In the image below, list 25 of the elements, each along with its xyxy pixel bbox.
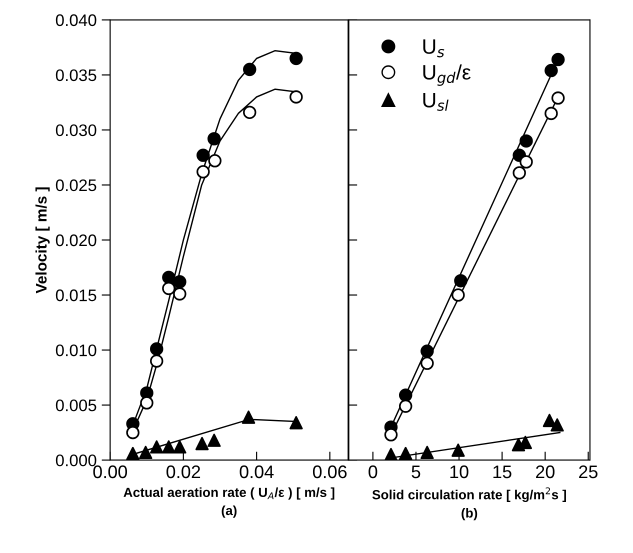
- legend-label: U$_{sl}$: [423, 92, 449, 111]
- x-tick-label: 0.06: [312, 465, 347, 478]
- y-tick-label: 0.040: [56, 14, 96, 26]
- y-tick-label: 0.000: [56, 454, 96, 466]
- x-tick-label: 20: [536, 465, 555, 478]
- x-tick-label: 0.04: [240, 465, 274, 478]
- y-tick-label: 0.025: [56, 179, 96, 192]
- text: Actual aeration rate ( U$_{A}$/ε ) [ m/s ] (a): [124, 487, 334, 518]
- x-tick-label: 0.00: [93, 465, 128, 478]
- y-tick-label: 0.015: [56, 289, 96, 302]
- x-tick-label: 25: [579, 465, 598, 478]
- x-tick-label: 10: [450, 465, 468, 478]
- legend-label: U$_{s}$: [423, 39, 444, 58]
- y-axis-title: Velocity [ m/s ]: [35, 187, 50, 294]
- x-tick-label: 5: [412, 466, 420, 478]
- y-tick-label: 0.035: [56, 69, 96, 82]
- y-tick-label: 0.005: [56, 399, 96, 412]
- y-tick-label: 0.030: [56, 124, 96, 136]
- x-tick-label: 0.02: [166, 465, 200, 478]
- text: Solid circulation rate [ kg/m$^{2}$s ] (b): [372, 487, 566, 520]
- y-tick-label: 0.020: [56, 234, 96, 246]
- y-tick-label: 0.010: [56, 344, 96, 356]
- legend-label: U$_{gd}$/ε: [423, 64, 471, 86]
- x-tick-label: 15: [493, 466, 512, 478]
- x-tick-label: 0: [368, 465, 378, 478]
